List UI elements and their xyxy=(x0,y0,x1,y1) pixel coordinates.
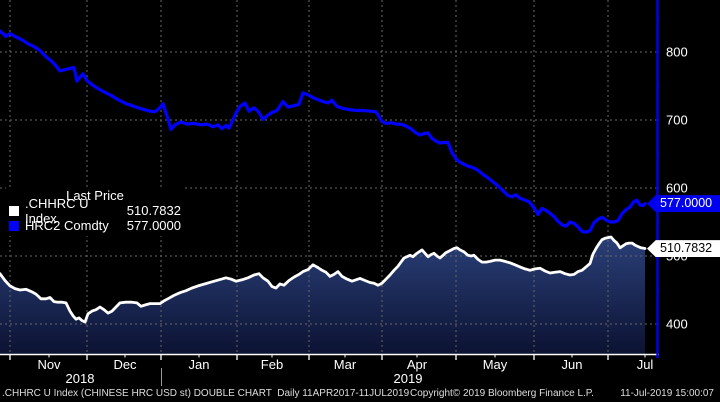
x-axis-year-2018: 2018 xyxy=(65,371,95,386)
legend-title: Last Price xyxy=(66,188,124,203)
chart-description: .CHHRC U Index (CHINESE HRC USD st) DOUB… xyxy=(2,388,410,399)
legend-item-hrc2[interactable]: HRC2 Comdty 577.0000 xyxy=(9,218,181,233)
x-axis-label-dec: Dec xyxy=(113,357,137,372)
area-fill xyxy=(0,237,645,354)
last-price-badge-hrc2: 577.0000 xyxy=(647,195,720,213)
x-axis-label-apr: Apr xyxy=(406,357,428,372)
legend-box: Last Price .CHHRC U Index 510.7832 HRC2 … xyxy=(6,187,184,236)
series-line-chhrc xyxy=(0,235,647,324)
x-axis-label-may: May xyxy=(482,357,508,372)
status-bar: .CHHRC U Index (CHINESE HRC USD st) DOUB… xyxy=(0,387,720,402)
x-axis-label-jun: Jun xyxy=(561,357,583,372)
series-value-chhrc: 510.7832 xyxy=(126,203,181,218)
series-line-hrc2 xyxy=(0,29,647,234)
series-name-chhrc: .CHHRC U Index xyxy=(25,195,89,226)
chart-plot-area[interactable] xyxy=(0,0,659,362)
last-price-badge-chhrc: 510.7832 xyxy=(647,240,720,258)
series-value-hrc2: 577.0000 xyxy=(126,218,181,233)
y-axis-label-700: 700 xyxy=(666,112,688,128)
y-axis-label-800: 800 xyxy=(666,44,688,60)
series-swatch-hrc2-icon xyxy=(9,220,19,231)
series-name-hrc2: HRC2 Comdty xyxy=(25,218,109,233)
y-axis-label-400: 400 xyxy=(666,316,688,332)
series-swatch-chhrc-icon xyxy=(9,205,19,216)
legend-item-chhrc[interactable]: .CHHRC U Index 510.7832 xyxy=(9,196,181,226)
x-axis-label-jan: Jan xyxy=(188,357,210,372)
x-axis-label-feb: Feb xyxy=(260,357,284,372)
timestamp: 11-Jul-2019 15:00:07 xyxy=(620,388,714,399)
copyright-text: Copyright© 2019 Bloomberg Finance L.P. xyxy=(410,388,594,399)
x-axis-label-nov: Nov xyxy=(37,357,61,372)
x-axis-year-2019: 2019 xyxy=(393,371,423,386)
y-axis-label-600: 600 xyxy=(666,180,688,196)
x-axis-label-jul: Jul xyxy=(636,357,654,372)
x-axis-label-mar: Mar xyxy=(333,357,357,372)
year-divider xyxy=(161,368,162,386)
